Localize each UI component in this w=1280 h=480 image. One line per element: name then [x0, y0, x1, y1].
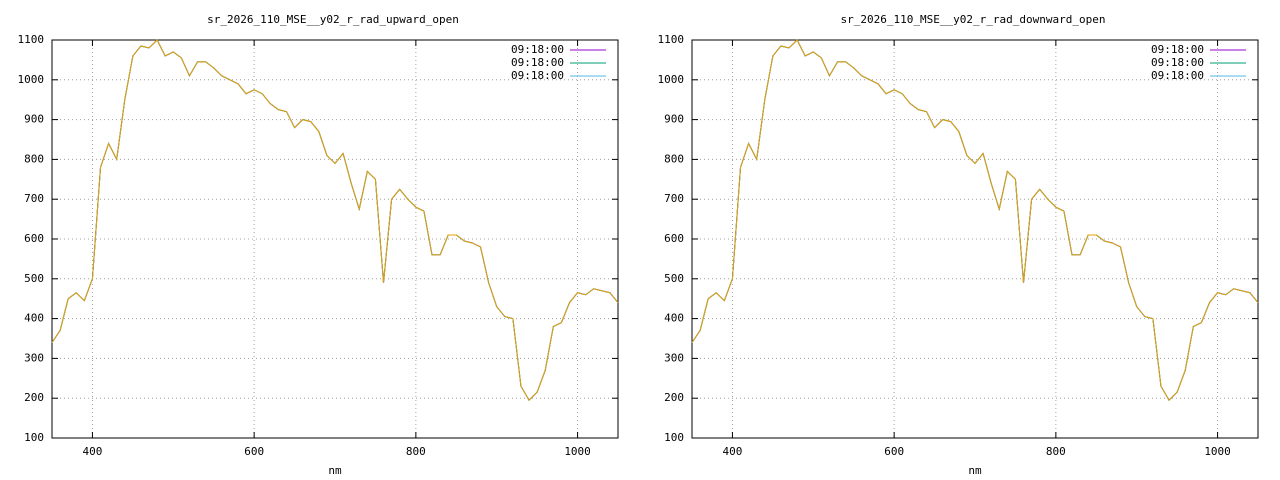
y-tick-label: 1100	[18, 33, 45, 46]
series-line	[691, 39, 1259, 401]
y-tick-label: 800	[664, 152, 684, 165]
x-tick-label: 400	[82, 445, 102, 458]
legend-label: 09:18:00	[511, 56, 564, 69]
x-tick-label: 400	[722, 445, 742, 458]
plot-border	[691, 39, 1259, 439]
y-tick-label: 700	[24, 192, 44, 205]
series-line	[51, 39, 619, 401]
y-tick-label: 400	[664, 312, 684, 325]
y-tick-label: 100	[24, 431, 44, 444]
x-axis-label: nm	[328, 464, 342, 477]
x-tick-label: 600	[884, 445, 904, 458]
x-tick-label: 1000	[1204, 445, 1231, 458]
y-tick-label: 1100	[658, 33, 685, 46]
y-tick-label: 1000	[18, 73, 45, 86]
plot-border	[51, 39, 619, 439]
legend-label: 09:18:00	[1151, 56, 1204, 69]
y-tick-label: 500	[664, 272, 684, 285]
series-line	[51, 39, 619, 401]
x-tick-label: 800	[406, 445, 426, 458]
y-tick-label: 900	[24, 113, 44, 126]
y-tick-label: 600	[24, 232, 44, 245]
chart-panel: sr_2026_110_MSE__y02_r_rad_upward_opennm…	[18, 13, 619, 477]
legend-label: 09:18:00	[1151, 43, 1204, 56]
x-axis-label: nm	[968, 464, 982, 477]
y-tick-label: 200	[24, 391, 44, 404]
series-line	[51, 39, 619, 401]
y-tick-label: 200	[664, 391, 684, 404]
series-line	[691, 39, 1259, 401]
legend-label: 09:18:00	[511, 43, 564, 56]
y-tick-label: 1000	[658, 73, 685, 86]
y-tick-label: 800	[24, 152, 44, 165]
y-tick-label: 300	[24, 351, 44, 364]
x-tick-label: 800	[1046, 445, 1066, 458]
legend-label: 09:18:00	[1151, 69, 1204, 82]
chart-title: sr_2026_110_MSE__y02_r_rad_upward_open	[207, 13, 459, 26]
y-tick-label: 600	[664, 232, 684, 245]
y-tick-label: 700	[664, 192, 684, 205]
x-tick-label: 1000	[564, 445, 591, 458]
chart-title: sr_2026_110_MSE__y02_r_rad_downward_open	[841, 13, 1106, 26]
chart-panel: sr_2026_110_MSE__y02_r_rad_downward_open…	[658, 13, 1259, 477]
y-tick-label: 300	[664, 351, 684, 364]
series-line	[691, 39, 1259, 401]
y-tick-label: 400	[24, 312, 44, 325]
y-tick-label: 900	[664, 113, 684, 126]
x-tick-label: 600	[244, 445, 264, 458]
y-tick-label: 100	[664, 431, 684, 444]
legend-label: 09:18:00	[511, 69, 564, 82]
series-line	[691, 39, 1259, 401]
series-line	[51, 39, 619, 401]
y-tick-label: 500	[24, 272, 44, 285]
